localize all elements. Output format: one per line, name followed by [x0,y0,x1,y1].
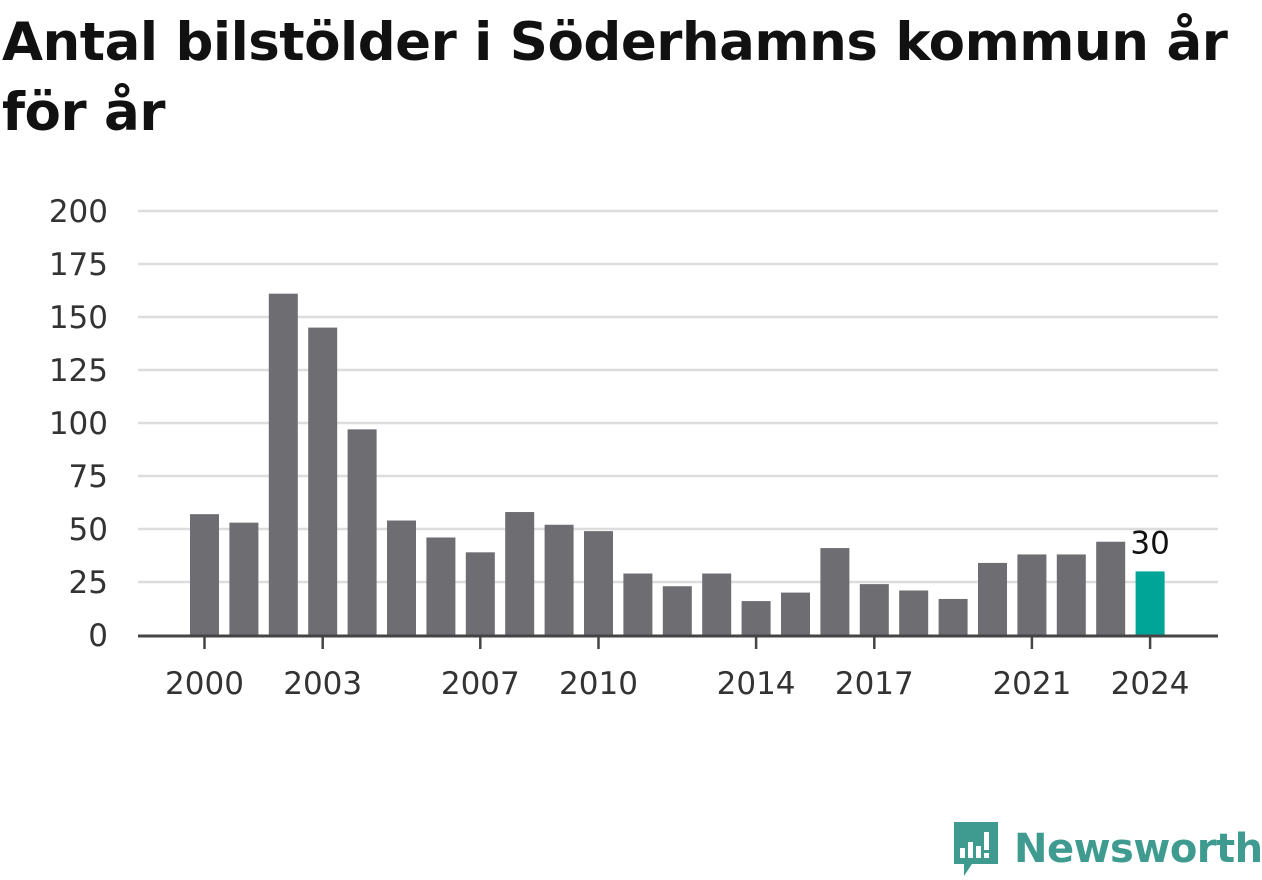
data-labels: 30 [1130,525,1169,561]
logo-text: Newsworthy [1014,826,1262,872]
newsworthy-bar-chart-icon [954,822,998,876]
y-tick-label-175: 175 [49,247,108,283]
bar-2001 [229,522,259,635]
y-tick-label-125: 125 [49,353,108,389]
bar-2006 [426,537,456,635]
bar-2010 [584,531,613,635]
bars [190,293,1165,635]
chart-title: Antal bilstölder i Söderhamns kommun år … [2,12,1228,143]
y-tick-label-0: 0 [88,618,108,654]
data-label-2024: 30 [1130,525,1169,561]
y-tick-label-150: 150 [49,300,108,336]
x-tick-label-2024: 2024 [1111,666,1190,702]
bar-2002 [268,293,298,635]
bar-2021 [1017,554,1047,635]
bar-2005 [387,520,416,635]
bar-2024 [1135,571,1165,635]
bar-2007 [465,552,495,635]
x-tick-label-2000: 2000 [165,666,244,702]
y-tick-label-75: 75 [69,459,108,495]
y-tick-label-50: 50 [69,512,108,548]
x-axis-ticks: 2000 2003 2007 2010 2014 2017 2021 2024 [165,637,1190,702]
bar-2015 [781,592,810,635]
newsworthy-logo: Newsworthy [950,818,1262,880]
y-tick-label-100: 100 [49,406,108,442]
x-tick-label-2014: 2014 [717,666,796,702]
bar-2011 [623,573,653,635]
bar-2009 [544,524,574,635]
bar-2012 [662,586,692,635]
bar-2008 [505,512,535,635]
bar-2020 [978,562,1007,635]
bar-2017 [859,584,889,635]
x-tick-label-2017: 2017 [835,666,914,702]
bar-2000 [190,514,219,635]
bar-2013 [702,573,732,635]
y-tick-label-25: 25 [69,565,108,601]
bar-2016 [820,548,850,635]
x-tick-label-2010: 2010 [559,666,638,702]
bar-2018 [899,590,929,635]
x-tick-label-2007: 2007 [441,666,520,702]
bar-2014 [741,601,771,635]
x-tick-label-2021: 2021 [992,666,1071,702]
x-tick-label-2003: 2003 [283,666,362,702]
bar-2019 [938,598,968,635]
gridlines [138,209,1218,584]
bar-2003 [308,327,338,635]
y-axis-ticks: 0 25 50 75 100 125 150 175 200 [49,194,108,654]
bar-2004 [347,429,377,635]
y-tick-label-200: 200 [49,194,108,230]
bar-2023 [1096,541,1126,635]
bar-2022 [1056,554,1086,635]
